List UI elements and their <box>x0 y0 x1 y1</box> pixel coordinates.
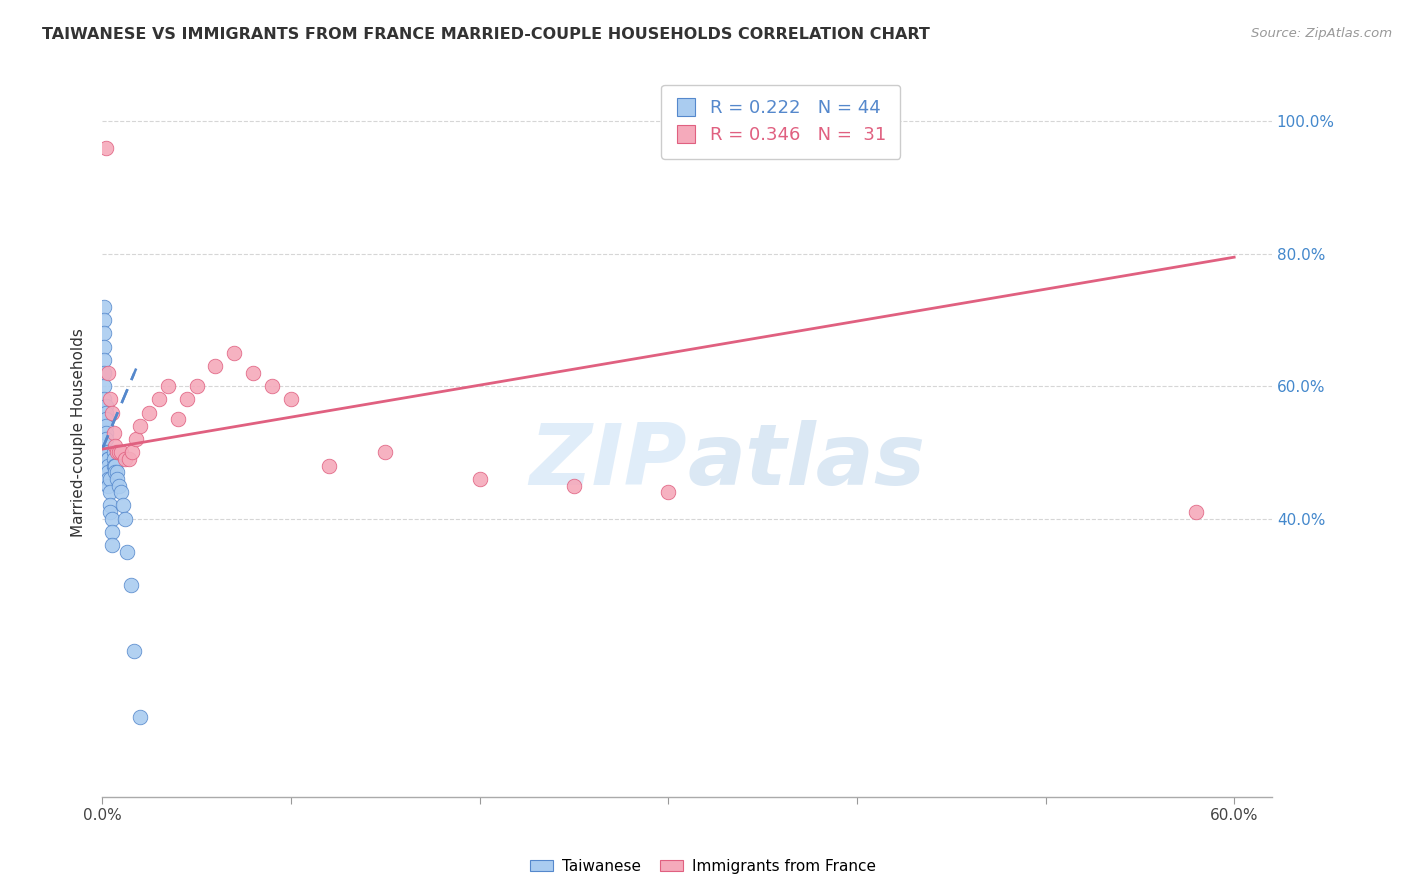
Point <box>94 412 117 426</box>
Point <box>94 445 117 459</box>
Point <box>280 392 302 407</box>
Point <box>104 466 127 480</box>
Point <box>108 478 131 492</box>
Point <box>97 478 120 492</box>
Point <box>129 419 152 434</box>
Point <box>94 399 117 413</box>
Point <box>93 392 115 407</box>
Point <box>1185 505 1208 519</box>
Point <box>114 511 136 525</box>
Point <box>97 472 120 486</box>
Point <box>100 524 122 539</box>
Point <box>97 366 120 380</box>
Point <box>138 406 160 420</box>
Point <box>110 485 132 500</box>
Point <box>103 445 125 459</box>
Point <box>166 412 188 426</box>
Point <box>124 644 146 658</box>
Point <box>114 452 136 467</box>
Point <box>103 452 125 467</box>
Point <box>93 340 115 354</box>
Text: atlas: atlas <box>688 420 925 503</box>
Point <box>100 406 122 420</box>
Point <box>115 545 138 559</box>
Point <box>94 425 117 440</box>
Point <box>224 346 246 360</box>
Point <box>105 466 128 480</box>
Point <box>93 379 115 393</box>
Point <box>242 366 264 380</box>
Point <box>98 505 121 519</box>
Point <box>97 458 120 473</box>
Point <box>97 445 120 459</box>
Text: TAIWANESE VS IMMIGRANTS FROM FRANCE MARRIED-COUPLE HOUSEHOLDS CORRELATION CHART: TAIWANESE VS IMMIGRANTS FROM FRANCE MARR… <box>42 27 929 42</box>
Point <box>93 366 115 380</box>
Point <box>100 538 122 552</box>
Point <box>98 392 121 407</box>
Text: Source: ZipAtlas.com: Source: ZipAtlas.com <box>1251 27 1392 40</box>
Point <box>204 359 226 374</box>
Point <box>121 445 143 459</box>
Legend: Taiwanese, Immigrants from France: Taiwanese, Immigrants from France <box>524 853 882 880</box>
Point <box>105 472 128 486</box>
Point <box>120 578 142 592</box>
Point <box>657 485 679 500</box>
Point <box>94 432 117 446</box>
Point <box>260 379 283 393</box>
Point <box>94 419 117 434</box>
Point <box>94 406 117 420</box>
Point <box>129 710 152 724</box>
Point <box>468 472 491 486</box>
Point <box>93 326 115 341</box>
Point <box>103 425 125 440</box>
Point <box>94 141 117 155</box>
Point <box>105 445 128 459</box>
Point <box>374 445 396 459</box>
Point <box>103 458 125 473</box>
Point <box>97 466 120 480</box>
Point <box>562 478 585 492</box>
Point <box>98 499 121 513</box>
Point <box>93 313 115 327</box>
Y-axis label: Married-couple Households: Married-couple Households <box>72 328 86 537</box>
Point <box>93 352 115 367</box>
Point <box>110 445 132 459</box>
Point <box>125 432 148 446</box>
Point <box>98 485 121 500</box>
Point <box>97 452 120 467</box>
Point <box>97 452 120 467</box>
Point <box>111 499 134 513</box>
Point <box>104 439 127 453</box>
Point <box>148 392 170 407</box>
Text: ZIP: ZIP <box>530 420 688 503</box>
Point <box>108 445 131 459</box>
Point <box>93 300 115 314</box>
Point <box>104 458 127 473</box>
Point <box>100 511 122 525</box>
Point <box>318 458 340 473</box>
Point <box>186 379 208 393</box>
Point <box>98 472 121 486</box>
Point <box>117 452 139 467</box>
Legend: R = 0.222   N = 44, R = 0.346   N =  31: R = 0.222 N = 44, R = 0.346 N = 31 <box>661 85 900 159</box>
Point <box>157 379 180 393</box>
Point <box>176 392 198 407</box>
